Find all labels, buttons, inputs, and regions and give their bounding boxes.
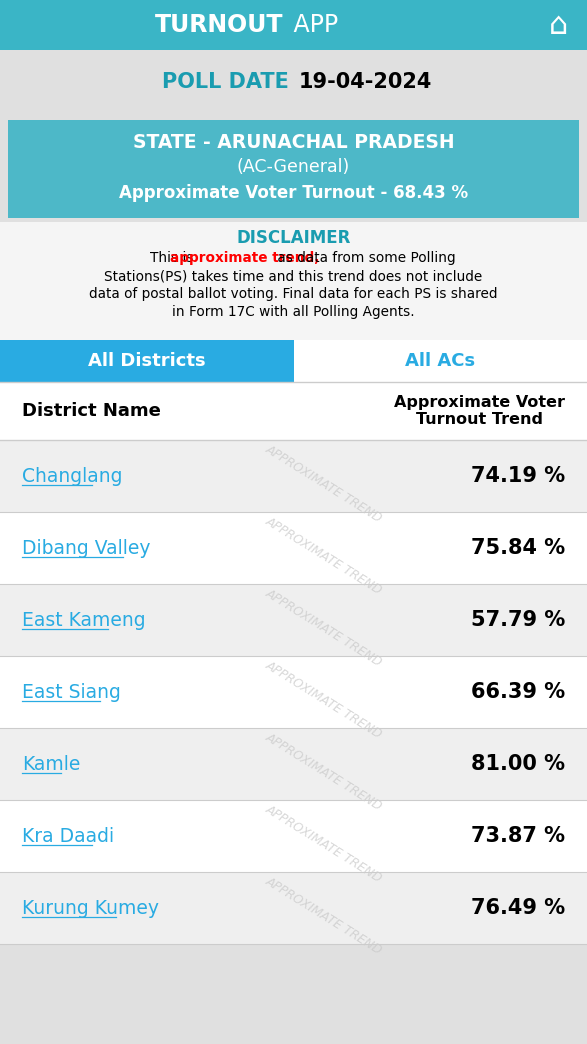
Text: data of postal ballot voting. Final data for each PS is shared: data of postal ballot voting. Final data… <box>89 287 498 301</box>
Text: approximate trend,: approximate trend, <box>170 251 319 265</box>
Text: 74.19 %: 74.19 % <box>471 466 565 487</box>
Text: Kamle: Kamle <box>22 755 80 774</box>
Text: Stations(PS) takes time and this trend does not include: Stations(PS) takes time and this trend d… <box>104 269 483 283</box>
Bar <box>0 340 294 382</box>
Text: This is: This is <box>150 251 198 265</box>
Text: POLL DATE: POLL DATE <box>161 72 288 92</box>
Text: Approximate Voter Turnout - 68.43 %: Approximate Voter Turnout - 68.43 % <box>119 184 468 201</box>
Text: 57.79 %: 57.79 % <box>471 610 565 630</box>
Text: STATE - ARUNACHAL PRADESH: STATE - ARUNACHAL PRADESH <box>133 133 454 151</box>
Bar <box>0 800 587 872</box>
Text: District Name: District Name <box>22 402 161 420</box>
Text: APPROXIMATE TREND: APPROXIMATE TREND <box>263 587 384 669</box>
Bar <box>0 584 587 656</box>
Text: (AC-General): (AC-General) <box>237 158 350 176</box>
Text: APP: APP <box>285 13 338 37</box>
Bar <box>0 512 587 584</box>
Text: DISCLAIMER: DISCLAIMER <box>237 229 350 247</box>
Bar <box>0 656 587 728</box>
Text: APPROXIMATE TREND: APPROXIMATE TREND <box>263 515 384 597</box>
Text: All ACs: All ACs <box>405 352 475 370</box>
Bar <box>0 50 587 115</box>
Text: APPROXIMATE TREND: APPROXIMATE TREND <box>263 659 384 741</box>
Text: Dibang Valley: Dibang Valley <box>22 539 150 557</box>
Bar <box>8 120 579 218</box>
Text: as data from some Polling: as data from some Polling <box>273 251 456 265</box>
Text: Approximate Voter
Turnout Trend: Approximate Voter Turnout Trend <box>394 395 565 427</box>
Text: APPROXIMATE TREND: APPROXIMATE TREND <box>263 443 384 525</box>
Bar <box>0 222 587 340</box>
Text: in Form 17C with all Polling Agents.: in Form 17C with all Polling Agents. <box>172 305 415 319</box>
Text: Kurung Kumey: Kurung Kumey <box>22 899 159 918</box>
Text: East Kameng: East Kameng <box>22 611 146 630</box>
Bar <box>0 440 587 512</box>
Text: 81.00 %: 81.00 % <box>471 754 565 774</box>
Text: APPROXIMATE TREND: APPROXIMATE TREND <box>263 875 384 957</box>
Text: East Siang: East Siang <box>22 683 121 702</box>
Bar <box>0 728 587 800</box>
Text: TURNOUT: TURNOUT <box>155 13 284 37</box>
Text: ⌂: ⌂ <box>549 10 569 40</box>
Text: 76.49 %: 76.49 % <box>471 898 565 918</box>
Text: APPROXIMATE TREND: APPROXIMATE TREND <box>263 731 384 813</box>
Text: 73.87 %: 73.87 % <box>471 826 565 846</box>
Text: 19-04-2024: 19-04-2024 <box>299 72 432 92</box>
Text: APPROXIMATE TREND: APPROXIMATE TREND <box>263 803 384 885</box>
Text: 66.39 %: 66.39 % <box>471 682 565 702</box>
Text: 75.84 %: 75.84 % <box>471 538 565 557</box>
Text: Kra Daadi: Kra Daadi <box>22 827 114 846</box>
Bar <box>0 382 587 440</box>
Bar <box>294 340 587 382</box>
Bar <box>0 872 587 944</box>
Text: All Districts: All Districts <box>88 352 205 370</box>
Text: Changlang: Changlang <box>22 467 123 485</box>
Bar <box>0 0 587 50</box>
